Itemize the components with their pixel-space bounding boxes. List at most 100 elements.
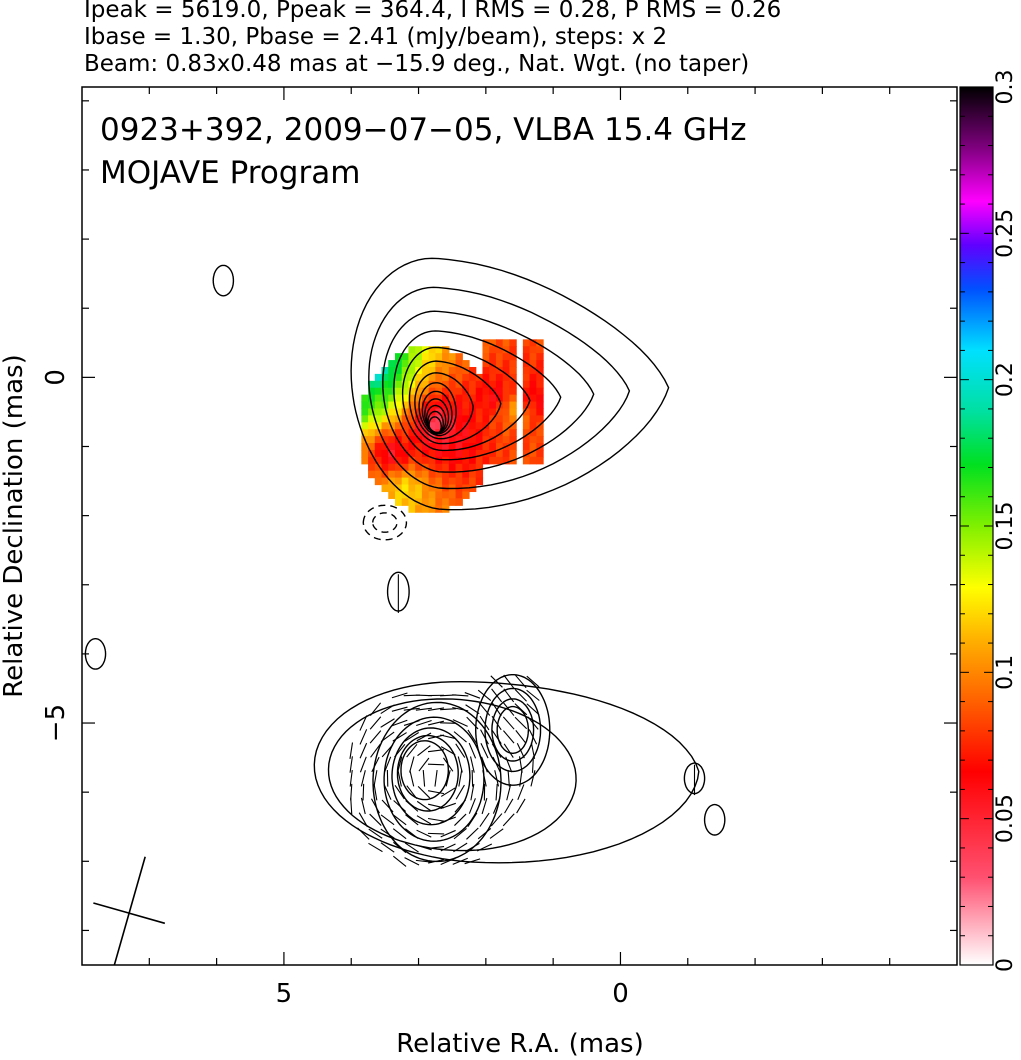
polarization-pixel	[368, 422, 376, 430]
polarization-pixel	[394, 387, 403, 396]
polarization-pixel	[455, 408, 463, 416]
evpa-tick	[515, 730, 527, 744]
evpa-tick	[428, 858, 445, 864]
polarization-pixel	[388, 408, 396, 416]
polarization-pixel	[435, 491, 443, 499]
core-contour	[401, 346, 531, 452]
polarization-pixel	[475, 470, 484, 479]
polarization-pixel	[442, 387, 450, 396]
polarization-pixel	[421, 470, 430, 479]
colorbar-tick-label: 0.3	[993, 70, 1018, 105]
evpa-tick	[357, 827, 370, 840]
polarization-pixel	[428, 360, 436, 368]
polarization-pixel	[435, 401, 443, 410]
evpa-tick	[359, 756, 367, 773]
evpa-tick	[392, 814, 407, 826]
evpa-tick	[504, 798, 514, 814]
evpa-tick	[369, 730, 382, 744]
polarization-pixel	[361, 422, 369, 430]
polarization-pixel	[462, 360, 470, 368]
evpa-tick	[397, 756, 403, 773]
polarization-pixel	[482, 408, 490, 416]
polarization-pixel	[421, 429, 430, 437]
polarization-pixel	[388, 366, 396, 375]
polarization-pixel	[455, 449, 463, 458]
evpa-tick	[452, 706, 469, 712]
polarization-pixel	[428, 380, 436, 389]
evpa-tick	[416, 732, 432, 742]
polarization-pixel	[482, 394, 490, 403]
evpa-tick	[406, 743, 418, 758]
polarization-pixel	[381, 477, 389, 486]
polarization-pixel	[469, 366, 477, 375]
lower-contour	[484, 687, 542, 773]
isolated-contour	[703, 803, 726, 836]
polarization-pixel	[428, 470, 436, 479]
polarization-pixel	[408, 436, 416, 444]
polarization-pixel	[522, 353, 531, 361]
beam-minor-axis	[93, 902, 166, 925]
core-contour	[350, 257, 670, 511]
polarization-pixel	[469, 470, 477, 479]
polarization-pixel	[509, 415, 517, 423]
evpa-tick	[453, 731, 467, 743]
polarization-pixel	[408, 449, 416, 458]
polarization-pixel	[435, 498, 443, 506]
polarization-pixel	[448, 477, 457, 486]
polarization-pixel	[469, 387, 477, 396]
polarization-pixel	[415, 470, 423, 479]
polarization-pixel	[428, 498, 436, 506]
polarization-pixel	[435, 477, 443, 486]
polarization-pixel	[428, 353, 436, 361]
polarization-pixel	[482, 456, 490, 465]
polarization-pixel	[401, 353, 410, 361]
isolated-contour	[212, 264, 235, 297]
polarization-pixel	[408, 360, 416, 368]
polarization-pixel	[455, 443, 463, 451]
polarization-pixel	[435, 436, 443, 444]
evpa-tick	[405, 814, 419, 826]
polarization-pixel	[401, 422, 410, 430]
x-tick-label: 0	[612, 979, 629, 1009]
polarization-pixel	[536, 415, 544, 423]
evpa-tick	[477, 689, 492, 702]
polarization-pixel	[522, 339, 531, 347]
evpa-tick	[507, 770, 510, 787]
polarization-pixel	[522, 401, 531, 410]
evpa-tick	[405, 800, 419, 812]
evpa-tick	[403, 707, 420, 711]
polarization-pixel	[435, 346, 443, 354]
evpa-tick	[440, 708, 457, 711]
polarization-pixel	[368, 408, 376, 416]
polarization-pixel	[421, 380, 430, 389]
evpa-tick	[527, 716, 539, 730]
polarization-pixel	[469, 380, 477, 389]
evpa-tick	[491, 715, 502, 731]
polarization-pixel	[495, 436, 504, 444]
polarization-pixel	[435, 456, 443, 465]
polarization-pixel	[455, 366, 463, 375]
polarization-pixel	[455, 491, 463, 499]
polarization-pixel	[401, 394, 410, 403]
polarization-pixel	[368, 394, 376, 403]
polarization-pixel	[448, 449, 457, 458]
polarization-pixel	[509, 380, 517, 389]
evpa-tick	[502, 716, 515, 730]
evpa-tick	[526, 675, 540, 688]
polarization-pixel	[442, 443, 450, 451]
polarization-pixel	[428, 505, 436, 513]
polarization-pixel	[408, 470, 416, 479]
polarization-pixel	[455, 477, 463, 486]
polarization-pixel	[489, 401, 497, 410]
polarization-pixel	[509, 401, 517, 410]
polarization-pixel	[462, 429, 470, 437]
core-contour	[428, 416, 442, 435]
polarization-pixel	[469, 484, 477, 493]
polarization-pixel	[489, 408, 497, 416]
polarization-pixel	[421, 387, 430, 396]
polarization-pixel	[489, 436, 497, 444]
polarization-pixel	[435, 449, 443, 458]
evpa-tick	[477, 828, 492, 840]
polarization-pixel	[361, 456, 369, 465]
polarization-pixel	[455, 436, 463, 444]
